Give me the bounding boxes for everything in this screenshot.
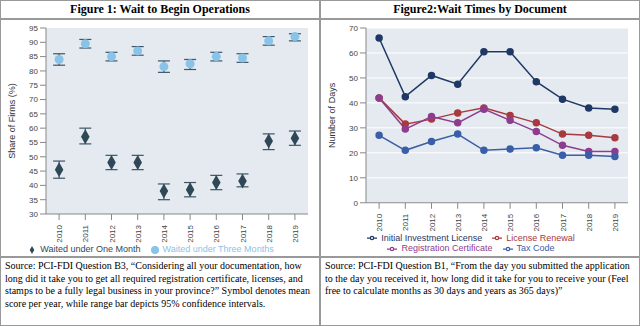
svg-text:80: 80 — [29, 67, 38, 76]
svg-text:75: 75 — [29, 81, 38, 90]
svg-text:40: 40 — [29, 181, 38, 190]
html-text:Waited under Three Months: Waited under Three Months — [162, 244, 274, 254]
svg-text:35: 35 — [29, 196, 38, 205]
svg-text:50: 50 — [29, 153, 38, 162]
svg-text:20: 20 — [349, 149, 358, 158]
svg-text:2015: 2015 — [186, 224, 195, 242]
svg-text:95: 95 — [29, 24, 38, 33]
svg-text:2010: 2010 — [55, 224, 64, 242]
svg-text:30: 30 — [29, 210, 38, 219]
svg-text:2011: 2011 — [401, 213, 410, 231]
svg-text:2011: 2011 — [81, 224, 90, 242]
svg-text:0: 0 — [354, 199, 359, 208]
svg-text:2017: 2017 — [559, 213, 568, 231]
svg-text:40: 40 — [349, 99, 358, 108]
svg-text:2010: 2010 — [375, 213, 384, 231]
svg-text:2014: 2014 — [160, 224, 169, 242]
svg-text:2016: 2016 — [532, 213, 541, 231]
svg-text:2014: 2014 — [480, 213, 489, 231]
svg-text:70: 70 — [29, 95, 38, 104]
svg-text:60: 60 — [29, 124, 38, 133]
svg-text:85: 85 — [29, 52, 38, 61]
svg-text:55: 55 — [29, 138, 38, 147]
svg-text:30: 30 — [349, 124, 358, 133]
svg-text:90: 90 — [29, 38, 38, 47]
svg-text:2013: 2013 — [454, 213, 463, 231]
svg-text:50: 50 — [349, 74, 358, 83]
html-text:License Renewal: License Renewal — [506, 232, 575, 243]
svg-text:45: 45 — [29, 167, 38, 176]
html-text:Figure 1: Wait to Begin Operat: Figure 1: Wait to Begin Operations — [70, 2, 250, 16]
svg-text:2016: 2016 — [212, 224, 221, 242]
svg-text:65: 65 — [29, 110, 38, 119]
svg-text:2017: 2017 — [239, 224, 248, 242]
html-text:Waited under One Month: Waited under One Month — [40, 244, 141, 254]
svg-text:2018: 2018 — [585, 213, 594, 231]
svg-text:2013: 2013 — [134, 224, 143, 242]
svg-text:2018: 2018 — [265, 224, 274, 242]
html-text:Initial Investment License: Initial Investment License — [381, 232, 483, 243]
html-text:Tax Code: Tax Code — [516, 243, 555, 254]
svg-text:10: 10 — [349, 174, 358, 183]
svg-text:Share of Firms (%): Share of Firms (%) — [8, 83, 17, 159]
html-text:Source: PCI-FDI Question B3, “: Source: PCI-FDI Question B3, “Considerin… — [5, 260, 310, 309]
svg-text:60: 60 — [349, 49, 358, 58]
svg-text:2012: 2012 — [428, 213, 437, 231]
html-text:Source: PCI-FDI Question B1, “: Source: PCI-FDI Question B1, “From the d… — [325, 260, 630, 296]
svg-text:2019: 2019 — [611, 213, 620, 231]
svg-text:2012: 2012 — [108, 224, 117, 242]
html-text:Figure2:Wait Times by Document: Figure2:Wait Times by Document — [393, 2, 567, 16]
svg-text:70: 70 — [349, 24, 358, 33]
svg-text:2015: 2015 — [506, 213, 515, 231]
html-text:Registration Certificate: Registration Certificate — [401, 243, 493, 254]
svg-text:2019: 2019 — [291, 224, 300, 242]
svg-text:Number of Days: Number of Days — [327, 82, 337, 148]
